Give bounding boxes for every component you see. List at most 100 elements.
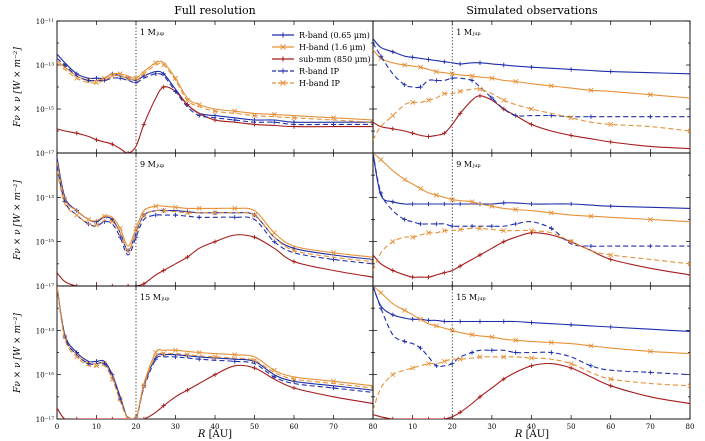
panel-6-r-band-ip-point	[378, 305, 384, 311]
panel-1-ytick-label: 10⁻¹⁷	[36, 150, 54, 158]
panel-1-h-band-ip-point	[370, 119, 373, 125]
panel-2-h-band-ip-point	[568, 115, 574, 121]
panel-5-xtick-label: 40	[211, 423, 220, 431]
panel-5-sub-mm-point	[291, 385, 297, 391]
panel-4-h-band-point	[489, 203, 495, 209]
panel-3-h-band-point	[196, 205, 202, 211]
panel-3-h-band-ip-point	[93, 222, 100, 228]
panel-5-h-band-point	[330, 378, 337, 384]
panel-6-xtick-label: 60	[606, 423, 615, 431]
panel-6-r-band-ip-point	[648, 370, 653, 375]
legend-label: sub-mm (850 μm)	[299, 55, 371, 64]
panel-1-sub-mm-point	[252, 122, 257, 127]
panel-5-r-band-ip-point	[232, 359, 237, 364]
legend-item-h-band-ip: H-band IP	[272, 79, 341, 88]
x-axis-label-left: R [AU]	[197, 429, 232, 440]
panel-6-h-band-ip-point	[390, 372, 396, 378]
panel-2-h-band-point	[449, 71, 455, 77]
panel-3-series	[57, 157, 373, 286]
panel-6-r-band-point	[501, 319, 506, 324]
legend-label: H-band (1.6 μm)	[299, 43, 366, 52]
panel-5-xtick-label: 20	[132, 423, 141, 431]
panel-4-r-band-ip-point	[588, 243, 594, 249]
panel-4-h-band-ip-point	[390, 239, 396, 245]
panel-5-r-band-ip-point	[197, 356, 202, 362]
panel-3-r-band-point	[110, 217, 115, 222]
panel-1-r-band-ip-point	[331, 122, 336, 127]
panel-6-r-band-point	[529, 320, 534, 325]
panel-1-h-band-ip-point	[74, 75, 80, 81]
legend-item-r-band-ip: R-band IP	[272, 67, 340, 76]
panel-1-sub-mm-point	[161, 84, 166, 90]
panel-3-h-band-ip-point	[74, 212, 80, 218]
panel-3-h-band-ip-point	[184, 210, 190, 216]
panel-5-sub-mm-point	[141, 416, 147, 419]
panel-2: 1 Mⱼᵤₚ	[372, 20, 691, 154]
panel-1-sub-mm-point	[141, 122, 147, 127]
panel-5-mass-label: 15 Mⱼᵤₚ	[140, 293, 169, 302]
panel-2-r-band-ip-point	[378, 54, 384, 59]
panel-4-h-band-ip-point	[441, 228, 447, 234]
panel-2-r-band-ip-point	[513, 113, 518, 118]
panel-1-sub-mm-point	[212, 117, 218, 123]
panel-1-sub-mm-point	[74, 131, 79, 136]
panel-6-r-band-ip-point	[549, 350, 554, 355]
panel-4-r-band-ip-point	[549, 226, 554, 231]
panel-4: 9 Mⱼᵤₚ	[372, 152, 691, 287]
panel-2-sub-mm-point	[568, 133, 574, 138]
panel-2-r-band-point	[687, 71, 690, 76]
panel-3-h-band-ip-point	[125, 248, 131, 254]
panel-4-r-band-point	[608, 204, 613, 209]
panel-3-r-band-ip-line	[57, 166, 373, 265]
panel-6-r-band-point	[568, 322, 574, 327]
panel-2-sub-mm-point	[608, 139, 613, 145]
panel-2-h-band-ip-point	[528, 106, 535, 112]
panel-1-h-band-point	[172, 75, 179, 81]
panel-6-h-band-ip-point	[477, 354, 483, 360]
panel-5-h-band-ip-point	[125, 416, 131, 419]
panel-2-h-band-point	[433, 69, 439, 75]
panel-5-xtick-label: 80	[369, 423, 378, 431]
panel-6-sub-mm-point	[477, 394, 483, 400]
panel-3-r-band-point	[291, 246, 297, 251]
y-axis-label-row1: Fν × ν [W × m⁻²]	[13, 47, 23, 128]
panel-1-r-band-ip-point	[232, 117, 237, 123]
panel-4-r-band-ip-point	[648, 243, 653, 249]
panel-5-h-band-ip-point	[251, 357, 258, 363]
panel-1-sub-mm-point	[125, 150, 131, 153]
panel-6-h-band-ip-point	[501, 354, 507, 360]
panel-3-r-band-ip-point	[197, 215, 202, 220]
panel-4-h-band-point	[378, 157, 384, 163]
panel-5-h-band-ip-point	[93, 363, 100, 369]
y-axis-label-row2: Fν × ν [W × m⁻²]	[13, 180, 23, 261]
panel-2-sub-mm-point	[410, 131, 415, 136]
panel-3-sub-mm-line	[57, 234, 373, 286]
panel-3-r-band-point	[370, 257, 373, 262]
panel-6-h-band-point	[418, 316, 424, 322]
panel-6-h-band-ip-point	[410, 365, 416, 371]
panel-1-ytick-label: 10⁻¹¹	[36, 18, 54, 26]
panel-1-r-band-point	[212, 113, 218, 118]
panel-5-h-band-ip-point	[74, 354, 80, 360]
panel-4-r-band-point	[501, 200, 506, 206]
legend-label: R-band IP	[299, 67, 340, 76]
panel-2-h-band-point	[647, 92, 653, 98]
panel-5-r-band-ip-point	[133, 416, 139, 419]
panel-1-h-band-ip-point	[93, 80, 100, 86]
legend-label: H-band IP	[299, 79, 341, 88]
panel-5-h-band-ip-point	[370, 385, 373, 391]
panel-6-h-band-ip-point	[528, 355, 535, 361]
panel-4-mass-label: 9 Mⱼᵤₚ	[456, 160, 480, 169]
panel-4-r-band-ip-point	[434, 221, 439, 227]
panel-4-r-band-ip-point	[469, 223, 475, 229]
panel-1-r-band-point	[94, 76, 99, 81]
panel-6-r-band-ip-point	[469, 350, 475, 355]
panel-6-sub-mm-line	[373, 362, 690, 419]
panel-4-sub-mm-point	[410, 274, 415, 280]
x-axis-label-left-var: R	[197, 429, 206, 440]
panel-2-sub-mm-point	[390, 126, 396, 131]
panel-3-sub-mm-point	[370, 274, 373, 280]
panel-4-h-band-ip-point	[425, 230, 431, 236]
panel-5-xtick-label: 10	[92, 423, 101, 431]
legend-label: R-band (0.65 μm)	[299, 31, 370, 40]
